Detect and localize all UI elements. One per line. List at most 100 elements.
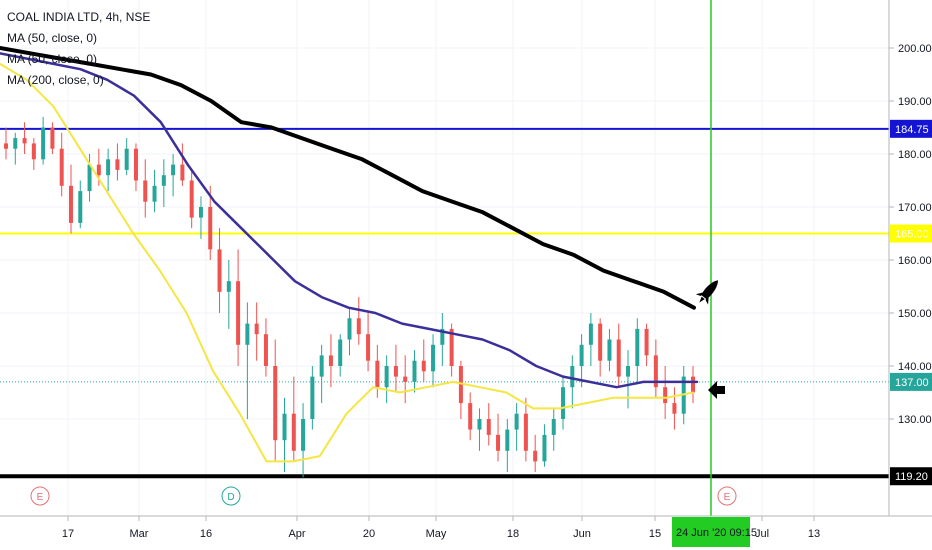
candle-body (468, 403, 473, 430)
crosshair-vertical: 24 Jun '20 09:15 (672, 0, 757, 547)
event-marker-d[interactable]: D (221, 486, 241, 506)
candle-body (347, 318, 352, 340)
crosshair-time-label: 24 Jun '20 09:15 (676, 527, 757, 539)
level-119-tag (890, 467, 932, 486)
event-marker-circle (717, 486, 737, 506)
candle-body (486, 419, 491, 435)
candle-body (663, 387, 668, 404)
chart-pane[interactable] (0, 0, 889, 516)
candle-body (328, 355, 333, 366)
candle-body (449, 328, 454, 366)
candle-body (542, 434, 547, 462)
candle-body (598, 323, 603, 361)
time-axis[interactable]: 17 Mar 16 Apr 20 May 18 Jun 15 Jul 13 (62, 516, 820, 540)
time-tick-label: Jul (755, 528, 769, 540)
price-tick-label: 180.00 (898, 149, 932, 161)
candle-body (356, 318, 361, 335)
candle-body (626, 366, 631, 377)
event-marker-e[interactable]: E (30, 486, 50, 506)
candle-body (616, 339, 621, 377)
level-165-tag (890, 224, 932, 243)
ma50-yellow-line (0, 62, 694, 463)
time-tick-label: Apr (288, 528, 305, 540)
chart-grid (0, 0, 889, 516)
candle-body (496, 434, 501, 451)
candle-body (384, 366, 389, 388)
level-119-tag-label: 119.20 (895, 471, 928, 483)
candle-body (635, 328, 640, 366)
candle-body (171, 164, 176, 176)
candle-body (180, 164, 185, 181)
candle-body (291, 413, 296, 451)
price-tick-label: 150.00 (898, 308, 932, 320)
candle-body (22, 138, 27, 144)
time-tick-label: 16 (200, 528, 212, 540)
candle-body (514, 413, 519, 430)
candle-body (653, 355, 658, 388)
candle-body (505, 429, 510, 451)
left-arrow-icon[interactable] (708, 381, 725, 399)
time-tick-label: 17 (62, 528, 74, 540)
candle-body (672, 403, 677, 414)
candle-body (551, 419, 556, 435)
candle-body (208, 207, 213, 250)
candle-body (245, 323, 250, 345)
drawing-icons[interactable] (693, 275, 725, 399)
candle-body (115, 159, 120, 170)
event-marker-e[interactable]: E (717, 486, 737, 506)
time-tick-label: May (426, 528, 447, 540)
candle-body (226, 281, 231, 292)
candle-body (124, 148, 129, 170)
candle-body (477, 419, 482, 430)
candle-body (273, 366, 278, 441)
time-tick-label: Jun (573, 528, 591, 540)
candle-body (644, 328, 649, 356)
level-137-tag (890, 372, 932, 391)
indicator-legend-ma50[interactable]: MA (50, close, 0) (7, 31, 98, 45)
symbol-title[interactable]: COAL INDIA LTD, 4h, NSE (7, 10, 151, 24)
candle-body (143, 180, 148, 202)
event-marker-letter: E (724, 492, 731, 503)
candle-body (458, 366, 463, 404)
candle-body (533, 450, 538, 462)
event-marker-circle (30, 486, 50, 506)
candle-body (301, 419, 306, 451)
candle-body (588, 323, 593, 345)
indicator-legend-ma50-second[interactable]: MA (50, close, 0) (7, 52, 98, 66)
moving-average-lines (0, 46, 699, 463)
time-tick-label: 15 (649, 528, 661, 540)
price-level-tags: 184.75 165.00 137.00 119.20 (890, 119, 932, 486)
indicator-legend-ma200[interactable]: MA (200, close, 0) (7, 73, 104, 87)
time-tick-label: Mar (130, 528, 149, 540)
candle-body (338, 339, 343, 366)
event-marker-letter: E (37, 492, 44, 503)
candle-body (440, 328, 445, 345)
candle-body (319, 355, 324, 377)
candle-body (375, 360, 380, 388)
candle-body (403, 376, 408, 382)
event-marker-circle (221, 486, 241, 506)
candle-body (106, 159, 111, 176)
candle-body (282, 413, 287, 441)
candle-body (691, 376, 695, 393)
time-tick-label: 20 (363, 528, 375, 540)
candle-body (263, 334, 268, 366)
candle-body (254, 323, 259, 335)
candle-body (579, 344, 584, 366)
candle-body (31, 143, 36, 160)
candle-body (570, 366, 575, 388)
ma200-black-line (0, 46, 696, 310)
level-137-tag-label: 137.00 (895, 377, 929, 389)
candlestick-series (4, 116, 695, 478)
candle-body (607, 339, 612, 361)
event-marker-letter: D (227, 492, 234, 503)
candle-body (78, 191, 83, 223)
rocket-icon[interactable] (693, 275, 724, 307)
candle-body (366, 334, 371, 361)
price-axis[interactable]: 130.00 140.00 150.00 160.00 170.00 180.00 190.… (889, 43, 932, 426)
horizontal-levels[interactable] (0, 127, 889, 479)
candle-body (431, 344, 436, 372)
candle-body (561, 387, 566, 419)
